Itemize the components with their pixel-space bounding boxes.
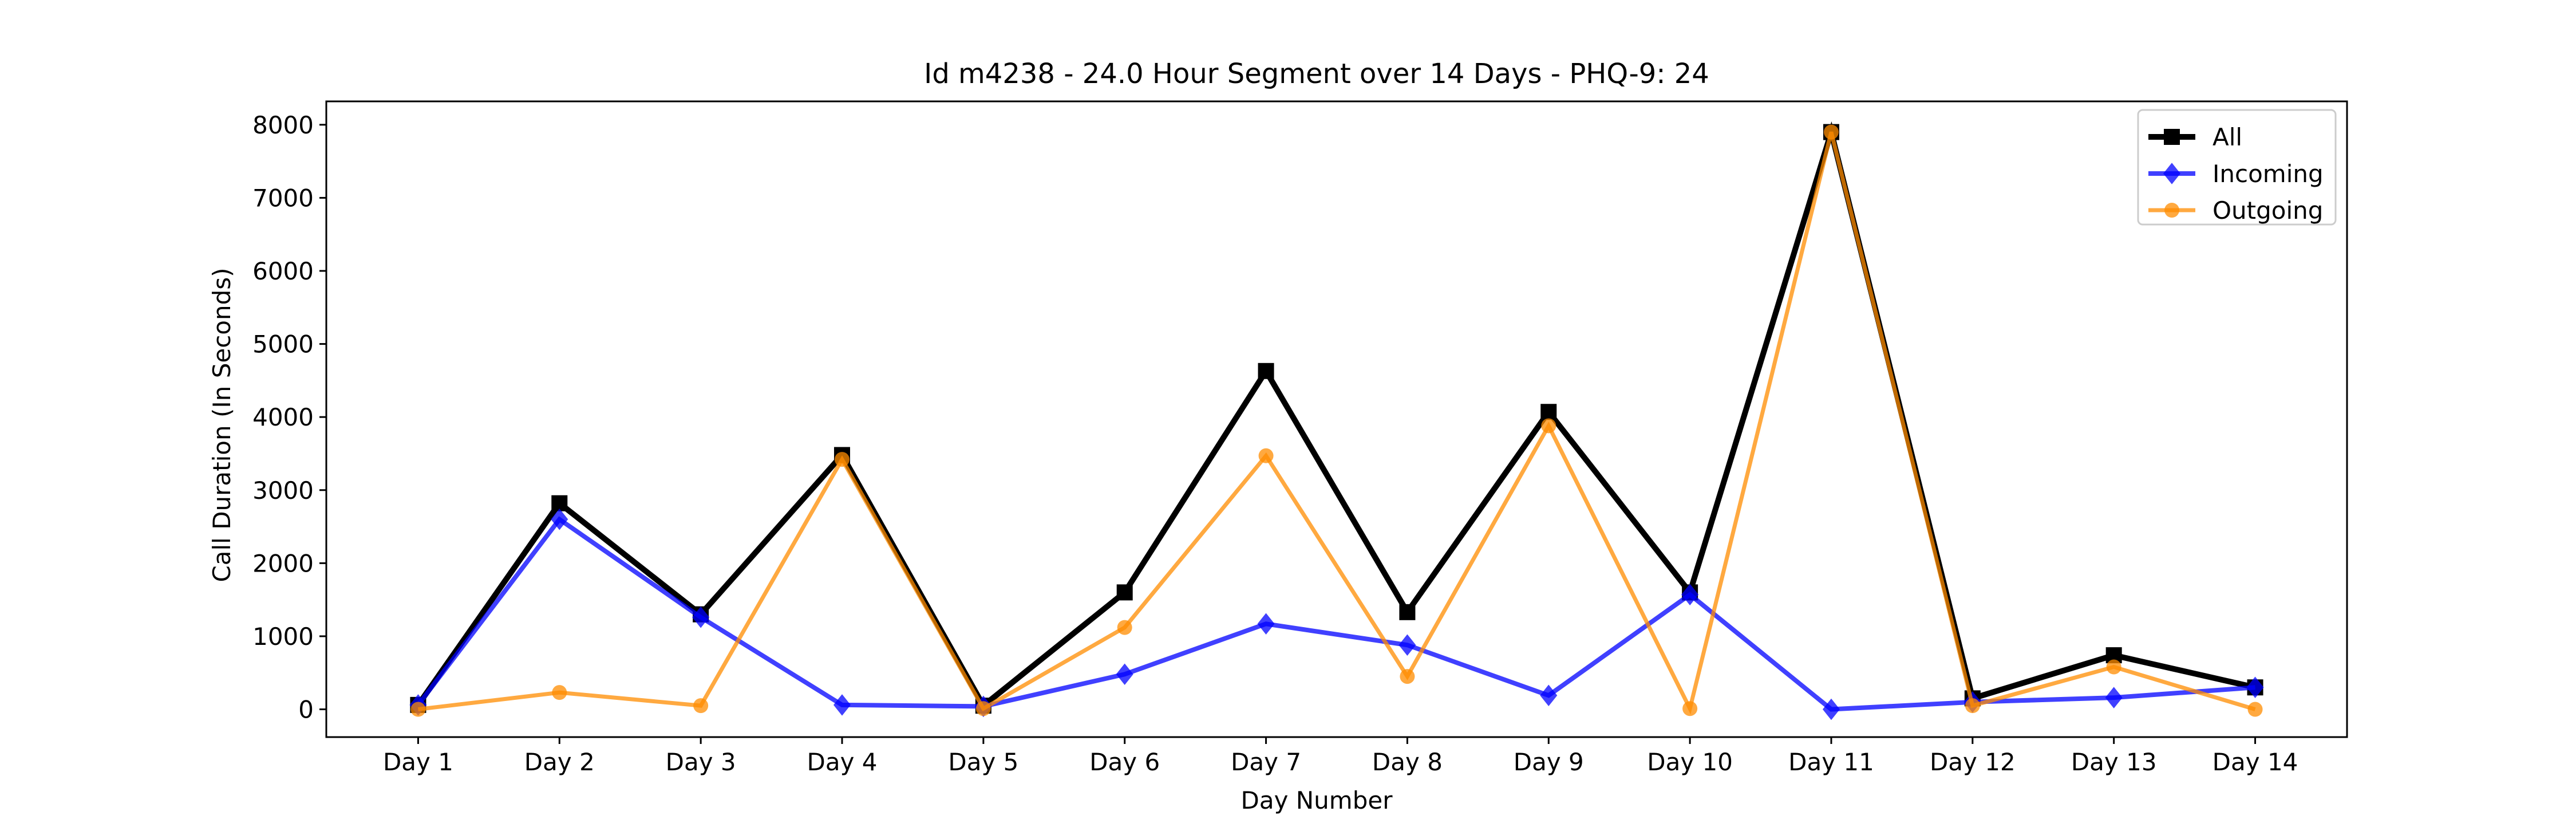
y-tick-label: 2000: [252, 549, 314, 577]
legend-label-outgoing: Outgoing: [2212, 196, 2323, 225]
x-tick-label: Day 14: [2212, 748, 2298, 776]
data-point-outgoing: [410, 702, 426, 717]
x-tick-label: Day 11: [1788, 748, 1874, 776]
data-point-incoming: [1681, 584, 1699, 605]
y-tick-label: 1000: [252, 623, 314, 651]
data-point-outgoing: [835, 452, 850, 467]
data-point-outgoing: [693, 698, 709, 714]
legend-marker-all: [2164, 129, 2180, 145]
y-tick-label: 7000: [252, 184, 314, 212]
data-point-outgoing: [1400, 669, 1415, 684]
y-tick-label: 5000: [252, 330, 314, 359]
data-point-outgoing: [1117, 620, 1132, 635]
data-point-incoming: [833, 694, 851, 716]
x-tick-label: Day 7: [1231, 748, 1301, 776]
chart-title: Id m4238 - 24.0 Hour Segment over 14 Day…: [924, 58, 1709, 90]
y-tick-label: 3000: [252, 476, 314, 505]
legend: All Incoming Outgoing: [2137, 109, 2337, 226]
x-tick-label: Day 6: [1089, 748, 1160, 776]
data-point-outgoing: [1258, 448, 1274, 463]
legend-label-all: All: [2212, 123, 2242, 151]
data-point-outgoing: [1823, 124, 1839, 140]
data-point-all: [1116, 584, 1133, 601]
x-tick-label: Day 8: [1372, 748, 1443, 776]
y-tick-label: 0: [298, 696, 314, 724]
y-axis-label: Call Duration (In Seconds): [208, 267, 236, 582]
legend-marker-outgoing: [2164, 203, 2179, 218]
data-point-outgoing: [552, 685, 567, 700]
data-point-all: [1258, 363, 1274, 379]
y-tick-label: 8000: [252, 111, 314, 139]
x-tick-label: Day 10: [1647, 748, 1733, 776]
x-tick-label: Day 2: [524, 748, 595, 776]
data-point-outgoing: [2247, 702, 2263, 717]
x-tick-label: Day 9: [1514, 748, 1584, 776]
plot-area: 0 1000 2000 3000 4000 5000 6000 7000 8000 Day 1 Da…: [252, 100, 2348, 776]
plot-frame: [325, 100, 2348, 738]
legend-label-incoming: Incoming: [2212, 160, 2324, 188]
legend-marker-incoming: [2163, 163, 2180, 184]
data-point-incoming: [1822, 698, 1840, 720]
data-point-all: [1399, 604, 1416, 620]
data-point-outgoing: [1541, 418, 1556, 434]
data-point-incoming: [692, 607, 710, 628]
x-tick-label: Day 3: [666, 748, 736, 776]
data-point-incoming: [1257, 613, 1275, 635]
data-point-outgoing: [1965, 698, 1980, 714]
data-point-outgoing: [975, 701, 991, 716]
series-line-incoming: [416, 516, 2255, 712]
x-axis-label: Day Number: [1240, 786, 1393, 814]
x-tick-label: Day 1: [383, 748, 453, 776]
x-tick-label: Day 5: [948, 748, 1018, 776]
data-point-incoming: [2105, 687, 2123, 708]
data-point-all: [1540, 404, 1557, 420]
data-point-incoming: [2246, 676, 2264, 698]
data-point-incoming: [1116, 663, 1133, 686]
data-point-incoming: [1398, 634, 1416, 656]
data-point-incoming: [1540, 684, 1558, 707]
x-tick-label: Day 4: [807, 748, 878, 776]
y-tick-label: 4000: [252, 403, 314, 431]
y-tick-label: 6000: [252, 257, 314, 285]
data-point-outgoing: [1682, 701, 1698, 716]
data-point-incoming: [551, 509, 568, 530]
data-point-outgoing: [2106, 659, 2121, 675]
x-tick-label: Day 12: [1930, 748, 2016, 776]
series-line-outgoing: [418, 131, 2256, 715]
x-tick-label: Day 13: [2071, 748, 2157, 776]
